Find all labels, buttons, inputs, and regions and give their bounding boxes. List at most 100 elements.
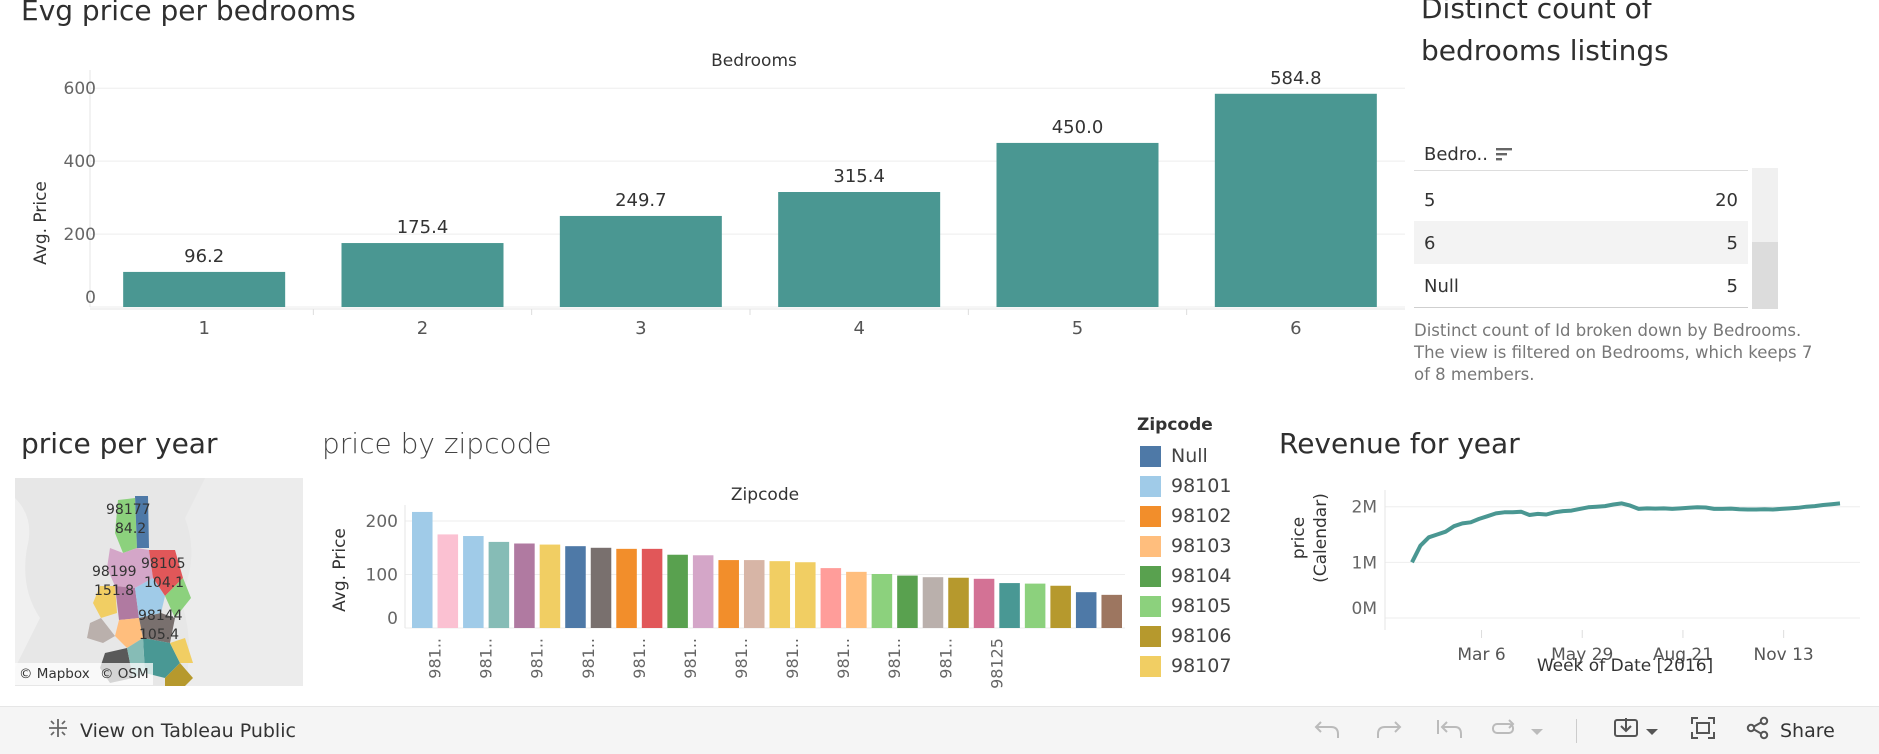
legend-item[interactable]: 98101 xyxy=(1140,474,1231,498)
bar-value-label: 175.4 xyxy=(397,217,449,238)
legend-item[interactable]: Null xyxy=(1140,444,1208,468)
mapbox-attribution-link[interactable]: © Mapbox xyxy=(19,666,90,682)
table-cell-count: 20 xyxy=(1715,190,1738,211)
bar[interactable] xyxy=(999,583,1020,628)
bar[interactable] xyxy=(488,541,510,628)
revert-button[interactable] xyxy=(1435,707,1463,754)
bar[interactable] xyxy=(539,544,561,628)
bar[interactable] xyxy=(1024,583,1046,628)
x-tick-label: 981.. xyxy=(681,638,700,679)
legend-swatch xyxy=(1140,595,1161,617)
bar[interactable] xyxy=(123,271,286,307)
share-button[interactable]: Share xyxy=(1746,707,1835,754)
legend-item[interactable]: 98107 xyxy=(1140,654,1231,678)
refresh-button[interactable] xyxy=(1490,707,1516,754)
bar[interactable] xyxy=(820,568,842,628)
bar[interactable] xyxy=(973,578,995,628)
listings-column-header[interactable]: Bedro.. xyxy=(1414,140,1748,171)
bar[interactable] xyxy=(871,573,893,628)
map-label: 104.1 xyxy=(144,575,185,591)
x-tick-label: 981.. xyxy=(783,638,802,679)
legend-item[interactable]: 98106 xyxy=(1140,624,1231,648)
legend-item[interactable]: 98103 xyxy=(1140,534,1231,558)
table-cell-bedrooms: Null xyxy=(1424,276,1459,297)
zipcode-map[interactable]: 98177 84.2 98199 151.8 98105 104.1 98144… xyxy=(15,478,303,686)
bar[interactable] xyxy=(565,546,586,628)
revenue-line-chart[interactable]: price (Calendar) 2M 1M 0M Mar 6 May 29 Aug 2… xyxy=(1280,470,1865,685)
bar[interactable] xyxy=(795,562,816,628)
listings-scrollbar[interactable] xyxy=(1752,168,1778,309)
y-tick-label: 0M xyxy=(1352,599,1377,619)
listings-scrollbar-thumb[interactable] xyxy=(1752,242,1778,309)
bedrooms-bar-chart[interactable]: Bedrooms Avg. Price 600 400 200 0 96.2 175.4… xyxy=(0,40,1410,410)
refresh-icon xyxy=(1490,716,1516,745)
revenue-y-axis-label-line1: price xyxy=(1289,517,1309,559)
osm-attribution-link[interactable]: © OSM xyxy=(99,666,149,682)
bar[interactable] xyxy=(778,192,941,307)
bar[interactable] xyxy=(1101,594,1122,628)
bar[interactable] xyxy=(1075,592,1097,628)
revenue-series-line[interactable] xyxy=(1410,501,1841,564)
x-tick-label: 6 xyxy=(1290,318,1301,339)
bar[interactable] xyxy=(437,534,459,628)
undo-button[interactable] xyxy=(1313,707,1341,754)
y-tick-label: 400 xyxy=(64,152,96,172)
revert-icon xyxy=(1435,716,1463,745)
bar[interactable] xyxy=(1214,93,1377,307)
legend-item[interactable]: 98102 xyxy=(1140,504,1231,528)
tableau-logo-icon xyxy=(46,716,70,745)
bar[interactable] xyxy=(897,575,918,628)
bar[interactable] xyxy=(514,543,535,628)
map-label: 98199 xyxy=(92,564,137,580)
x-tick-label: 98125 xyxy=(987,638,1006,689)
legend-item[interactable]: 98105 xyxy=(1140,594,1231,618)
bar[interactable] xyxy=(743,560,765,628)
table-cell-bedrooms: 5 xyxy=(1424,190,1436,211)
table-row[interactable]: 5 20 xyxy=(1414,178,1748,222)
bar[interactable] xyxy=(412,511,433,628)
bar[interactable] xyxy=(616,548,637,628)
chevron-down-icon xyxy=(1530,720,1544,742)
x-tick-label: 981.. xyxy=(834,638,853,679)
bar[interactable] xyxy=(718,560,739,628)
bar[interactable] xyxy=(948,577,969,628)
share-label: Share xyxy=(1780,719,1835,742)
table-row[interactable]: 6 5 xyxy=(1414,221,1748,264)
revenue-chart-title: Revenue for year xyxy=(1279,427,1520,460)
map-attribution: © Mapbox © OSM xyxy=(15,663,153,685)
bar[interactable] xyxy=(1050,585,1071,628)
legend-item[interactable]: 98104 xyxy=(1140,564,1231,588)
legend-label: Null xyxy=(1171,445,1208,467)
download-button[interactable] xyxy=(1613,707,1659,754)
fullscreen-button[interactable] xyxy=(1690,707,1716,754)
zipcode-legend-title: Zipcode xyxy=(1137,415,1213,435)
redo-button[interactable] xyxy=(1375,707,1403,754)
revenue-y-axis-label-line2: (Calendar) xyxy=(1311,493,1331,583)
bar[interactable] xyxy=(341,243,504,307)
bar[interactable] xyxy=(559,215,722,307)
x-tick-label: Mar 6 xyxy=(1457,645,1505,665)
redo-icon xyxy=(1375,716,1403,745)
x-tick-label: 5 xyxy=(1072,318,1083,339)
bar[interactable] xyxy=(922,577,944,628)
bar[interactable] xyxy=(590,547,612,628)
bar[interactable] xyxy=(667,554,688,628)
bar[interactable] xyxy=(692,555,714,628)
table-cell-count: 5 xyxy=(1726,233,1738,254)
share-icon xyxy=(1746,716,1770,745)
bar[interactable] xyxy=(996,142,1159,307)
map-canvas xyxy=(15,478,303,686)
legend-swatch xyxy=(1140,565,1161,587)
bar[interactable] xyxy=(641,548,663,628)
bar[interactable] xyxy=(769,561,791,628)
map-label: 98144 xyxy=(138,608,183,624)
zipcode-bar-chart[interactable]: Zipcode Avg. Price 200 100 0 981.. 981.. 981… xyxy=(320,470,1130,690)
bar[interactable] xyxy=(846,571,867,628)
x-tick-label: 981.. xyxy=(426,638,445,679)
view-on-tableau-button[interactable]: View on Tableau Public xyxy=(46,707,296,754)
bar[interactable] xyxy=(463,536,484,628)
x-tick-label: 981.. xyxy=(885,638,904,679)
pause-dropdown-button[interactable] xyxy=(1530,707,1544,754)
table-row[interactable]: Null 5 xyxy=(1414,264,1748,308)
sort-icon[interactable] xyxy=(1495,146,1513,162)
